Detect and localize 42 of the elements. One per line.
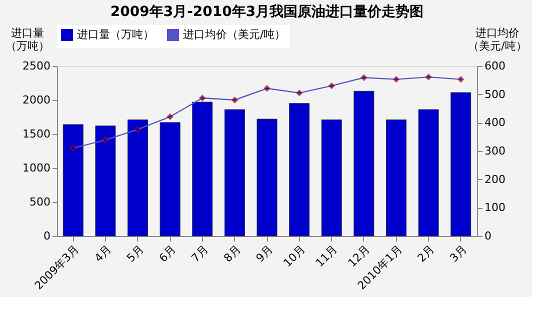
y-tick-label: 500 [30,196,50,208]
bar [128,119,148,236]
x-tick-label: 3月 [447,242,470,265]
x-tick-label: 7月 [188,242,211,265]
y2-tick-label: 600 [484,60,506,72]
y2-tick-label: 200 [484,172,506,186]
y-tick-label: 1000 [22,162,50,174]
bar [256,118,278,236]
y-axis-title: 进口量（万吨） [6,26,50,52]
x-tick-label: 12月 [346,242,372,270]
x-tick-label: 2月 [415,242,438,265]
legend-label: 进口量（万吨） [77,28,154,41]
y-tick-label: 1500 [22,128,50,140]
y2-tick-label: 400 [484,116,506,130]
legend-label: 进口均价（美元/吨） [183,28,286,41]
y-tick-label: 0 [44,230,50,242]
bar [192,102,213,236]
bar [289,103,310,236]
x-tick-label: 9月 [254,242,276,265]
bar [418,109,439,236]
x-tick-label: 8月 [221,242,244,265]
y2-tick-label: 500 [484,88,506,101]
bar [62,124,84,236]
y2-tick-label: 300 [484,144,506,158]
x-tick-label: 10月 [280,242,308,270]
x-tick-label: 4月 [92,242,114,265]
y2-tick-label: 100 [484,201,506,214]
x-tick-label: 5月 [124,242,146,265]
bar [354,90,374,236]
y2-tick-label: 0 [484,230,492,242]
bar [450,92,472,236]
x-tick-label: 11月 [313,242,340,270]
bar [160,122,180,236]
bar [386,119,406,236]
bar [95,126,116,236]
bar [321,119,342,236]
y2-axis-title: 进口均价（美元/吨） [468,26,527,52]
chart-title: 2009年3月-2010年3月我国原油进口量价走势图 [110,4,424,20]
bar [224,109,245,236]
x-tick-label: 6月 [156,242,179,265]
y-tick-label: 2500 [22,60,50,72]
y-tick-label: 2000 [22,94,50,106]
